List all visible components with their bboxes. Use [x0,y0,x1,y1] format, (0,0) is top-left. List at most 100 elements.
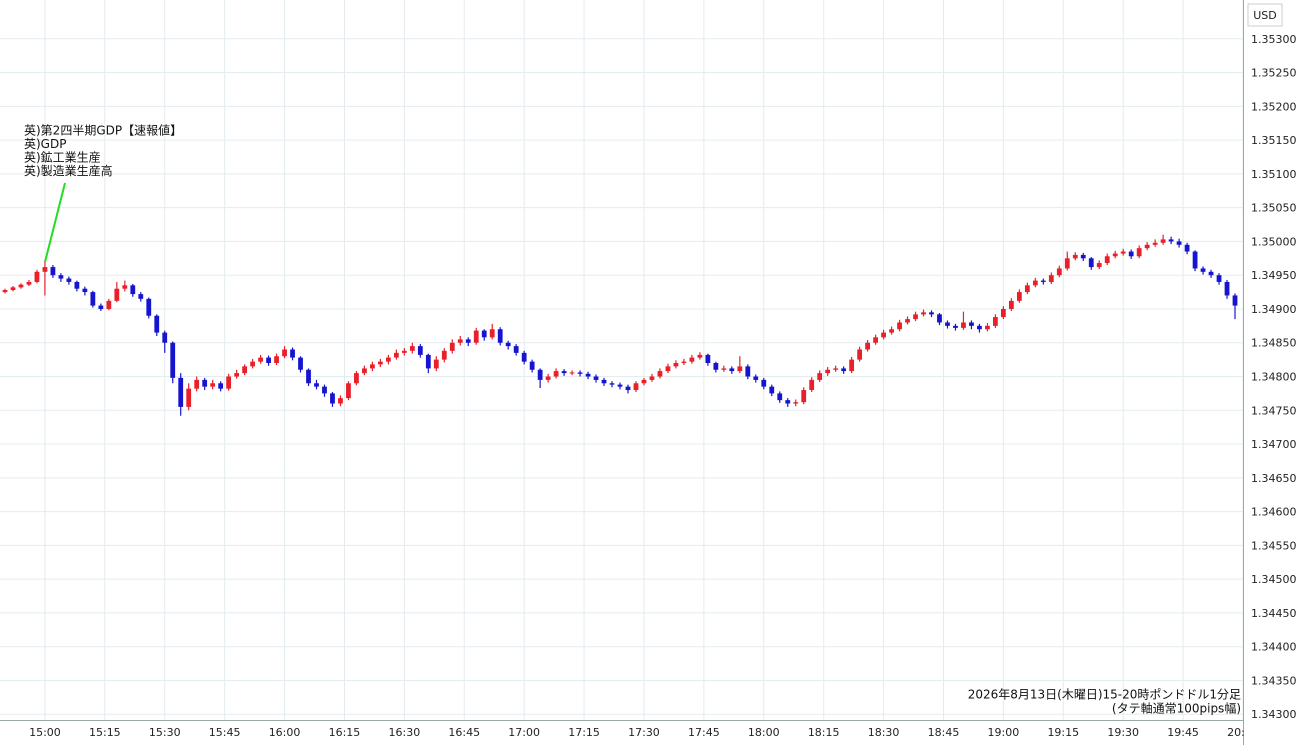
x-tick-label: 19:45 [1167,726,1199,739]
candle-body [1008,300,1014,309]
footnote: 2026年8月13日(木曜日)15-20時ポンドドル1分足(タテ軸通常100pi… [968,688,1241,716]
candle-body [689,357,695,362]
x-tick-label: 17:15 [568,726,600,739]
candle-body [425,354,431,369]
candle-body [969,322,974,326]
y-tick-label: 1.34700 [1251,438,1297,451]
candle-body [657,371,663,377]
candle-body [945,322,950,326]
candle-body [513,346,519,353]
y-tick-label: 1.34650 [1251,472,1297,485]
candle-body [817,373,823,380]
candle-body [1120,251,1126,254]
candle-body [601,379,607,384]
x-tick-label: 19:00 [988,726,1020,739]
candle-body [505,342,511,347]
candle-body [26,281,32,285]
candle-body [226,376,232,389]
candle-body [1032,280,1038,286]
candle-body [385,357,391,362]
candle-body [937,314,942,323]
candle-body [569,372,575,374]
candle-body [921,312,926,315]
candle-body [42,267,48,272]
candle-body [905,319,910,323]
candle-body [242,366,248,374]
candle-body [833,368,839,370]
candle-body [1160,239,1166,243]
candle-body [553,371,559,377]
candle-body [330,393,335,404]
candle-body [753,376,759,380]
x-tick-label: 16:45 [448,726,480,739]
y-tick-label: 1.34750 [1251,404,1297,417]
candles [2,234,1238,416]
candle-body [122,285,128,289]
candle-body [290,349,295,358]
candle-body [593,376,599,380]
candle-body [609,383,615,385]
candle-body [377,361,383,365]
candle-body [90,292,96,306]
candle-body [146,298,152,316]
candle-body [409,346,415,351]
candle-body [1000,308,1006,318]
candle-body [481,330,487,338]
annotation: 英)第2四半期GDP【速報値】 [24,123,182,138]
candle-body [889,329,894,333]
candle-body [34,271,40,282]
candle-body [793,402,799,404]
candle-body [713,363,719,370]
candle-body [737,366,743,372]
candle-body [1144,244,1150,249]
candle-body [82,288,88,293]
candle-body [673,363,679,367]
y-tick-label: 1.35300 [1251,33,1297,46]
candle-body [561,371,567,374]
candle-body [138,294,144,299]
x-tick-label: 18:00 [748,726,780,739]
candle-body [1208,271,1214,276]
candle-body [849,359,855,372]
candle-body [106,300,112,309]
y-tick-label: 1.35100 [1251,168,1297,181]
candle-body [521,352,527,362]
y-tick-label: 1.34300 [1251,708,1297,721]
candle-body [993,317,998,326]
candle-body [1136,248,1142,257]
candle-body [282,349,287,357]
x-tick-label: 15:00 [29,726,61,739]
candle-body [721,368,727,370]
x-tick-label: 16:15 [329,726,361,739]
candle-body [322,386,327,394]
candle-body [633,383,639,391]
candle-body [761,379,767,387]
y-tick-label: 1.35150 [1251,134,1297,147]
candle-body [50,267,56,276]
candle-body [785,400,791,404]
y-tick-label: 1.34500 [1251,573,1297,586]
axis-mask [1244,722,1300,745]
candle-body [825,369,831,374]
candle-body [841,368,847,372]
candle-body [66,278,72,282]
candle-body [1096,263,1102,268]
candle-body [354,373,359,384]
candle-body [857,349,863,360]
candle-body [929,312,934,315]
x-tick-label: 15:30 [149,726,181,739]
candle-body [1080,254,1086,259]
candle-body [681,361,687,363]
x-tick-label: 16:00 [269,726,301,739]
candle-body [977,325,982,330]
candle-body [1040,280,1046,282]
candle-body [58,275,64,279]
y-tick-label: 1.34400 [1251,641,1297,654]
candle-body [465,339,471,343]
x-tick-label: 18:45 [928,726,960,739]
candle-body [441,350,447,360]
candle-body [1152,242,1158,245]
y-tick-label: 1.35050 [1251,202,1297,215]
candle-body [266,357,271,363]
candle-body [393,352,399,358]
